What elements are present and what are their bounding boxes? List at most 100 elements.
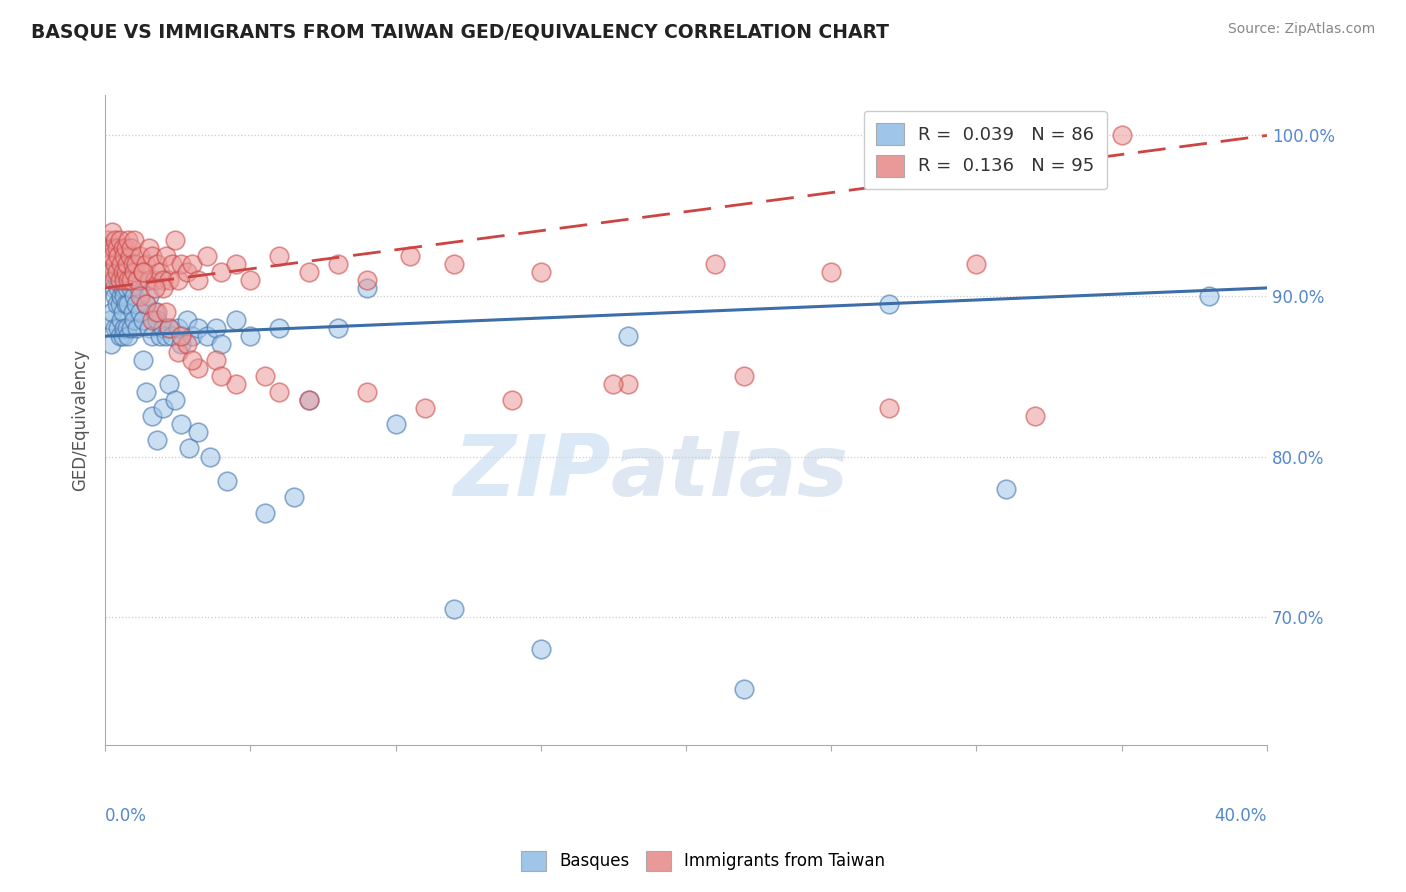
Point [530, 265, 553, 279]
Point [112, 289, 135, 303]
Point [225, 377, 247, 392]
Point [733, 682, 755, 697]
Point [198, 450, 221, 464]
Point [105, 297, 128, 311]
Point [107, 281, 129, 295]
Point [1198, 289, 1220, 303]
Point [146, 434, 169, 448]
Point [120, 241, 142, 255]
Point [138, 289, 160, 303]
Point [149, 265, 172, 279]
Legend: R =  0.039   N = 86, R =  0.136   N = 95: R = 0.039 N = 86, R = 0.136 N = 95 [863, 111, 1107, 189]
Point [195, 329, 218, 343]
Point [103, 281, 125, 295]
Point [879, 297, 901, 311]
Point [143, 305, 166, 319]
Point [152, 273, 174, 287]
Point [120, 273, 142, 287]
Point [118, 249, 141, 263]
Point [152, 281, 174, 295]
Point [443, 257, 465, 271]
Point [384, 417, 406, 432]
Point [122, 313, 145, 327]
Point [138, 273, 160, 287]
Point [239, 329, 262, 343]
Point [155, 305, 177, 319]
Point [111, 305, 134, 319]
Point [115, 257, 138, 271]
Point [501, 393, 523, 408]
Point [143, 273, 166, 287]
Point [107, 321, 129, 335]
Point [110, 257, 132, 271]
Point [114, 273, 136, 287]
Point [181, 353, 204, 368]
Point [103, 273, 125, 287]
Point [117, 297, 139, 311]
Point [356, 385, 378, 400]
Text: 0.0%: 0.0% [105, 806, 148, 824]
Point [157, 377, 180, 392]
Point [108, 233, 131, 247]
Point [121, 257, 143, 271]
Point [1111, 128, 1133, 143]
Point [98, 257, 121, 271]
Point [141, 409, 163, 424]
Point [112, 273, 135, 287]
Point [107, 249, 129, 263]
Point [187, 425, 209, 440]
Point [176, 313, 198, 327]
Y-axis label: GED/Equivalency: GED/Equivalency [72, 350, 89, 491]
Point [138, 241, 160, 255]
Point [160, 329, 183, 343]
Point [269, 249, 291, 263]
Point [253, 369, 276, 384]
Point [181, 329, 204, 343]
Point [149, 329, 172, 343]
Point [170, 337, 193, 351]
Point [209, 265, 232, 279]
Point [128, 281, 150, 295]
Point [209, 337, 232, 351]
Point [111, 281, 134, 295]
Point [129, 289, 152, 303]
Point [125, 297, 148, 311]
Legend: Basques, Immigrants from Taiwan: Basques, Immigrants from Taiwan [512, 842, 894, 880]
Point [132, 313, 155, 327]
Point [176, 265, 198, 279]
Point [108, 329, 131, 343]
Point [125, 257, 148, 271]
Point [166, 273, 188, 287]
Point [103, 241, 125, 255]
Point [111, 329, 134, 343]
Point [108, 297, 131, 311]
Point [356, 273, 378, 287]
Point [129, 273, 152, 287]
Point [297, 393, 319, 408]
Point [101, 225, 124, 239]
Point [704, 257, 727, 271]
Point [135, 297, 157, 311]
Point [187, 361, 209, 376]
Point [112, 321, 135, 335]
Point [530, 642, 553, 657]
Text: 40.0%: 40.0% [1215, 806, 1267, 824]
Point [146, 257, 169, 271]
Point [104, 289, 127, 303]
Point [283, 490, 305, 504]
Point [129, 249, 152, 263]
Point [157, 321, 180, 335]
Point [966, 257, 988, 271]
Point [166, 345, 188, 359]
Point [146, 305, 169, 319]
Point [111, 241, 134, 255]
Point [143, 281, 166, 295]
Point [297, 393, 319, 408]
Point [104, 233, 127, 247]
Point [1024, 409, 1046, 424]
Point [115, 281, 138, 295]
Point [160, 257, 183, 271]
Point [152, 321, 174, 335]
Point [733, 369, 755, 384]
Point [170, 417, 193, 432]
